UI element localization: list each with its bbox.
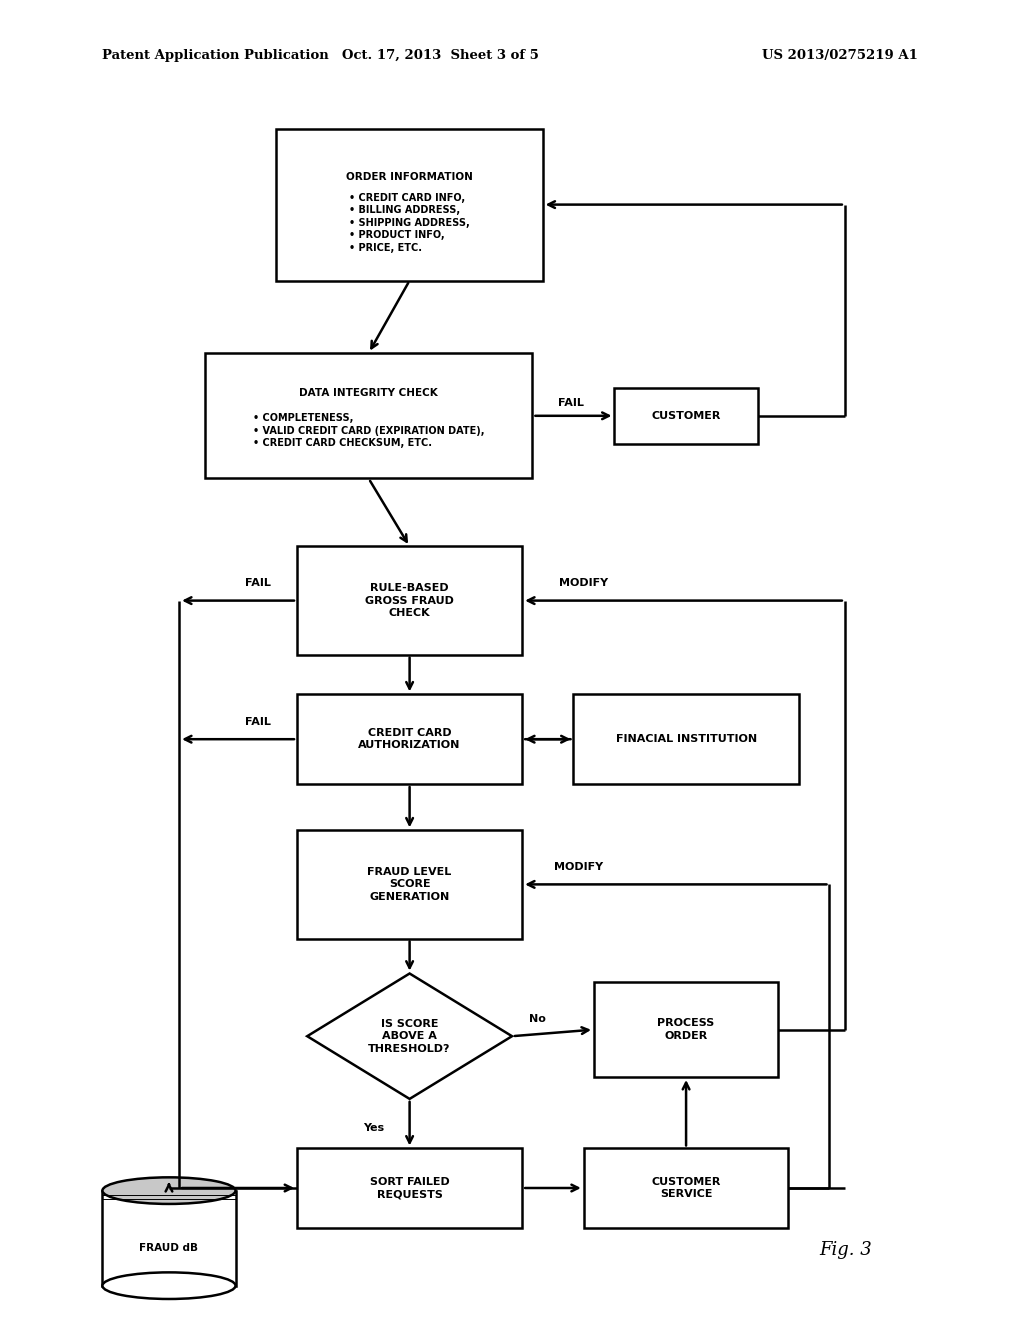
Text: US 2013/0275219 A1: US 2013/0275219 A1 — [762, 49, 918, 62]
FancyBboxPatch shape — [594, 982, 778, 1077]
FancyBboxPatch shape — [297, 1148, 522, 1228]
Text: Patent Application Publication: Patent Application Publication — [102, 49, 329, 62]
Text: RULE-BASED
GROSS FRAUD
CHECK: RULE-BASED GROSS FRAUD CHECK — [366, 583, 454, 618]
Polygon shape — [307, 974, 512, 1098]
Text: FRAUD dB: FRAUD dB — [139, 1242, 199, 1253]
FancyBboxPatch shape — [573, 694, 799, 784]
Text: MODIFY: MODIFY — [559, 578, 608, 589]
Text: IS SCORE
ABOVE A
THRESHOLD?: IS SCORE ABOVE A THRESHOLD? — [369, 1019, 451, 1053]
Text: FAIL: FAIL — [246, 578, 271, 589]
Text: FRAUD LEVEL
SCORE
GENERATION: FRAUD LEVEL SCORE GENERATION — [368, 867, 452, 902]
Ellipse shape — [102, 1177, 236, 1204]
Text: ORDER INFORMATION: ORDER INFORMATION — [346, 173, 473, 182]
Text: No: No — [529, 1014, 546, 1024]
FancyBboxPatch shape — [102, 1191, 236, 1286]
FancyBboxPatch shape — [297, 546, 522, 655]
Text: CUSTOMER: CUSTOMER — [651, 411, 721, 421]
Text: DATA INTEGRITY CHECK: DATA INTEGRITY CHECK — [299, 388, 438, 399]
FancyBboxPatch shape — [205, 352, 532, 478]
Text: Yes: Yes — [364, 1123, 384, 1133]
FancyBboxPatch shape — [276, 129, 543, 281]
FancyBboxPatch shape — [584, 1148, 788, 1228]
Text: FAIL: FAIL — [246, 717, 271, 727]
Text: FAIL: FAIL — [558, 397, 585, 408]
Text: Fig. 3: Fig. 3 — [819, 1241, 872, 1259]
Text: SORT FAILED
REQUESTS: SORT FAILED REQUESTS — [370, 1177, 450, 1199]
Text: PROCESS
ORDER: PROCESS ORDER — [657, 1019, 715, 1040]
Ellipse shape — [102, 1272, 236, 1299]
Text: • CREDIT CARD INFO,
• BILLING ADDRESS,
• SHIPPING ADDRESS,
• PRODUCT INFO,
• PRI: • CREDIT CARD INFO, • BILLING ADDRESS, •… — [349, 193, 470, 252]
FancyBboxPatch shape — [614, 388, 758, 444]
Text: FINACIAL INSTITUTION: FINACIAL INSTITUTION — [615, 734, 757, 744]
Text: CREDIT CARD
AUTHORIZATION: CREDIT CARD AUTHORIZATION — [358, 729, 461, 750]
FancyBboxPatch shape — [297, 830, 522, 939]
Text: MODIFY: MODIFY — [554, 862, 603, 873]
Text: Oct. 17, 2013  Sheet 3 of 5: Oct. 17, 2013 Sheet 3 of 5 — [342, 49, 539, 62]
Text: • COMPLETENESS,
• VALID CREDIT CARD (EXPIRATION DATE),
• CREDIT CARD CHECKSUM, E: • COMPLETENESS, • VALID CREDIT CARD (EXP… — [253, 413, 484, 449]
Text: CUSTOMER
SERVICE: CUSTOMER SERVICE — [651, 1177, 721, 1199]
FancyBboxPatch shape — [297, 694, 522, 784]
